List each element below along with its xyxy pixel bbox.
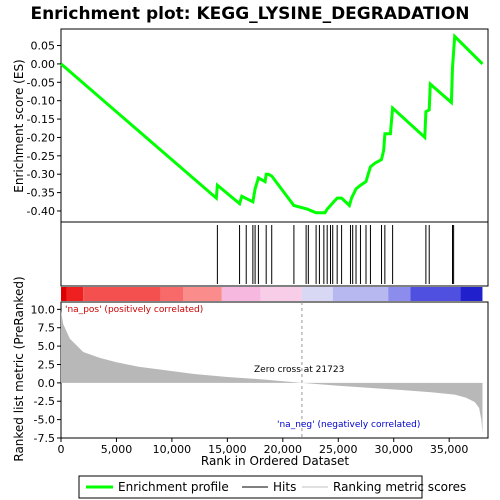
- es-y-tick-label: -0.05: [27, 76, 55, 89]
- metric-y-tick-label: 5.0: [38, 340, 56, 353]
- metric-panel: 10.0 7.5 5.0 2.5 0.0 -2.5 -5.0 -7.5 'na_pos' (p…: [12, 276, 489, 462]
- ranking-metric-area: [61, 310, 483, 433]
- es-y-tick-label: 0.00: [31, 58, 56, 71]
- legend: Enrichment profile Hits Ranking metric s…: [78, 475, 466, 499]
- rank-color-bar: [61, 287, 483, 301]
- es-y-ticks: 0.05 0.00 -0.05 -0.10 -0.15 -0.20 -0.25 -0.30 -0…: [27, 40, 61, 218]
- es-y-tick-label: -0.15: [27, 113, 55, 126]
- es-y-tick-label: -0.25: [27, 150, 55, 163]
- x-tick-label: 5,000: [101, 443, 133, 456]
- metric-y-tick-label: 7.5: [38, 322, 56, 335]
- color-bar-segment: [388, 287, 411, 301]
- hit-lines: [216, 225, 455, 284]
- metric-y-tick-label: -5.0: [34, 414, 55, 427]
- es-y-tick-label: 0.05: [31, 40, 56, 53]
- positive-correlated-label: 'na_pos' (positively correlated): [65, 305, 203, 315]
- enrichment-profile-line: [60, 33, 484, 215]
- metric-y-tick-label: -2.5: [34, 395, 55, 408]
- x-tick-label: 25,000: [319, 443, 358, 456]
- es-y-tick-label: -0.20: [27, 131, 55, 144]
- metric-y-tick-label: 2.5: [38, 358, 56, 371]
- x-tick-label: 10,000: [153, 443, 192, 456]
- es-y-tick-label: -0.40: [27, 205, 55, 218]
- color-bar-segment: [160, 287, 183, 301]
- metric-y-tick-label: 10.0: [31, 303, 56, 316]
- x-tick-label: 20,000: [264, 443, 303, 456]
- color-bar-segment: [301, 287, 333, 301]
- metric-y-tick-label: 0.0: [38, 377, 56, 390]
- legend-label-enrichment: Enrichment profile: [118, 480, 229, 494]
- hits-frame: [60, 221, 489, 287]
- x-tick-label: 15,000: [208, 443, 247, 456]
- es-y-axis-label: Enrichment score (ES): [12, 59, 26, 192]
- legend-label-hits: Hits: [273, 480, 296, 494]
- es-y-tick-label: -0.10: [27, 95, 55, 108]
- metric-y-tick-label: -7.5: [34, 432, 55, 445]
- metric-y-ticks: 10.0 7.5 5.0 2.5 0.0 -2.5 -5.0 -7.5: [31, 303, 61, 445]
- color-bar-segment: [66, 287, 84, 301]
- color-bar-segment: [410, 287, 461, 301]
- es-y-tick-label: -0.35: [27, 187, 55, 200]
- color-bar-segment: [183, 287, 222, 301]
- x-axis: 0 5,000 10,000 15,000 20,000 25,000 30,000 35,0…: [58, 438, 469, 456]
- metric-y-axis-label: Ranked list metric (PreRanked): [12, 276, 26, 461]
- color-bar-segment: [460, 287, 483, 301]
- color-bar-segment: [221, 287, 261, 301]
- zero-cross-label: Zero cross at 21723: [254, 365, 344, 375]
- color-bar-segment: [260, 287, 302, 301]
- color-bar-segment: [332, 287, 389, 301]
- negative-correlated-label: 'na_neg' (negatively correlated): [277, 420, 420, 430]
- x-tick-label: 30,000: [374, 443, 413, 456]
- hits-panel: [60, 221, 489, 287]
- color-bar-segment: [61, 287, 67, 301]
- chart-title: Enrichment plot: KEGG_LYSINE_DEGRADATION: [30, 4, 469, 24]
- x-axis-label: Rank in Ordered Dataset: [201, 454, 349, 468]
- legend-label-metric: Ranking metric scores: [333, 480, 466, 494]
- x-tick-label: 35,000: [430, 443, 469, 456]
- es-panel: 0.05 0.00 -0.05 -0.10 -0.15 -0.20 -0.25 -0.30 -0…: [12, 28, 489, 223]
- es-y-tick-label: -0.30: [27, 168, 55, 181]
- x-tick-label: 0: [58, 443, 65, 456]
- color-bar-segment: [83, 287, 161, 301]
